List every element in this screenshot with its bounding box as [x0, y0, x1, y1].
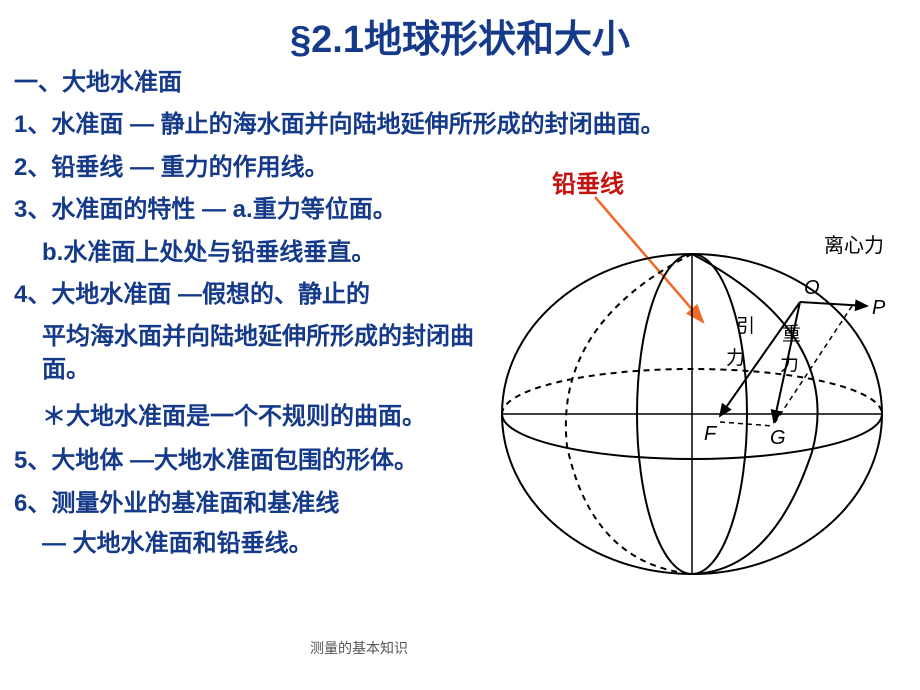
page-title: §2.1地球形状和大小: [0, 0, 920, 67]
label-P: P: [872, 297, 886, 319]
item-6: 6、测量外业的基准面和基准线: [14, 488, 474, 520]
label-li2: 力: [780, 353, 799, 375]
item-2: 2、铅垂线 — 重力的作用线。: [14, 152, 920, 184]
note-1: ＊大地水准面是一个不规则的曲面。: [14, 396, 474, 431]
item-4: 4、大地水准面 —假想的、静止的: [14, 279, 474, 311]
item-3b: b.水准面上处处与铅垂线垂直。: [14, 237, 474, 269]
label-centrifugal: 离心力: [824, 234, 884, 257]
label-O: O: [804, 277, 820, 299]
item-5: 5、大地体 —大地水准面包围的形体。: [14, 445, 474, 477]
footer-text: 测量的基本知识: [310, 638, 408, 658]
heading-1: 一、大地水准面: [14, 67, 914, 99]
item-1: 1、水准面 — 静止的海水面并向陆地延伸所形成的封闭曲面。: [14, 109, 914, 141]
item-4b: 平均海水面并向陆地延伸所形成的封闭曲面。: [14, 321, 474, 386]
label-G: G: [770, 427, 786, 449]
label-F: F: [704, 423, 718, 445]
earth-ellipsoid-diagram: 离心力 O P 引 力 重 力 F G: [472, 214, 912, 614]
plumb-line-label: 铅垂线: [552, 164, 624, 199]
label-zhong: 重: [782, 323, 801, 345]
label-yin: 引: [736, 315, 755, 337]
label-li: 力: [726, 347, 745, 369]
